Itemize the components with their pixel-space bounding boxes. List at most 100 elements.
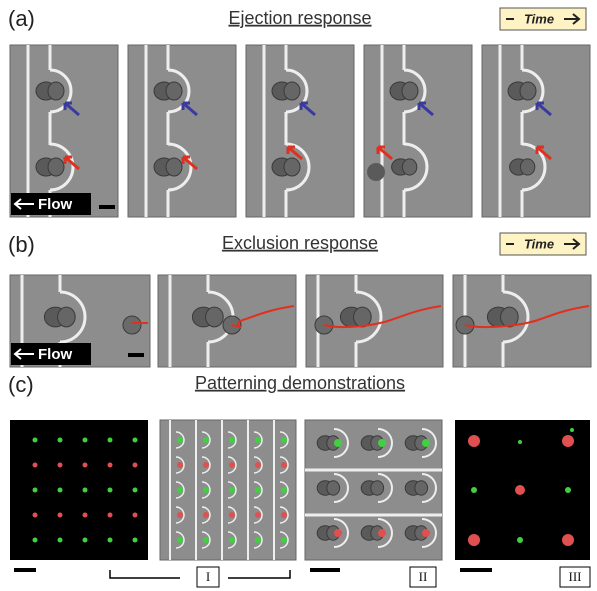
dot — [108, 538, 113, 543]
dot — [203, 437, 209, 443]
dot — [133, 538, 138, 543]
dot — [33, 463, 38, 468]
dot — [229, 462, 235, 468]
dot — [177, 512, 183, 518]
panel-label: (a) — [8, 6, 35, 31]
dot — [33, 538, 38, 543]
dot — [281, 437, 287, 443]
dot — [133, 438, 138, 443]
micrograph — [10, 45, 118, 217]
cell — [402, 82, 418, 100]
dot — [562, 435, 574, 447]
time-label: Time — [524, 236, 554, 251]
cell — [415, 481, 428, 495]
cell — [354, 307, 372, 327]
dot — [422, 439, 430, 447]
scale-bar — [14, 568, 36, 572]
dot — [83, 438, 88, 443]
cell — [402, 159, 416, 175]
dot — [133, 488, 138, 493]
dot — [518, 440, 522, 444]
dot — [177, 487, 183, 493]
dot — [33, 513, 38, 518]
dot — [83, 488, 88, 493]
dot — [83, 538, 88, 543]
micrograph — [482, 45, 590, 217]
dot — [468, 435, 480, 447]
cell — [284, 158, 300, 176]
dot — [33, 438, 38, 443]
dot — [229, 512, 235, 518]
dot — [281, 487, 287, 493]
scale-bar — [460, 568, 492, 572]
time-badge: Time — [500, 233, 586, 255]
marker-label: I — [206, 569, 210, 584]
panel-label: (b) — [8, 232, 35, 257]
cell — [371, 481, 384, 495]
cell — [520, 82, 536, 100]
scale-bar — [128, 353, 144, 357]
dot — [177, 537, 183, 543]
cell — [48, 158, 64, 176]
dot — [565, 487, 571, 493]
scale-bar — [99, 205, 115, 209]
flow-badge: Flow — [11, 193, 91, 215]
dot — [108, 463, 113, 468]
dot — [58, 463, 63, 468]
dot — [334, 439, 342, 447]
ejected-cell — [367, 163, 385, 181]
cell — [166, 158, 182, 176]
dot — [517, 537, 523, 543]
dot — [58, 438, 63, 443]
cell — [284, 82, 300, 100]
dot — [83, 463, 88, 468]
dot — [133, 463, 138, 468]
dot — [255, 537, 261, 543]
dot — [515, 485, 525, 495]
flow-badge: Flow — [11, 343, 91, 365]
dot — [108, 488, 113, 493]
dot — [203, 537, 209, 543]
dot — [281, 462, 287, 468]
dot — [58, 488, 63, 493]
dot — [562, 534, 574, 546]
dot — [334, 529, 342, 537]
time-label: Time — [524, 11, 554, 26]
dot — [229, 487, 235, 493]
figure: (a) Ejection response Time (b) Exclusion… — [0, 0, 597, 591]
cell — [58, 307, 76, 327]
micrograph — [364, 45, 472, 217]
dot — [229, 437, 235, 443]
dot — [203, 462, 209, 468]
panel-title: Exclusion response — [222, 233, 378, 253]
dot — [108, 513, 113, 518]
dot — [203, 512, 209, 518]
flow-label: Flow — [38, 346, 72, 363]
dot — [378, 529, 386, 537]
scale-bar — [310, 568, 340, 572]
dot — [229, 537, 235, 543]
dot — [177, 437, 183, 443]
dot — [570, 428, 574, 432]
panel-label: (c) — [8, 372, 34, 397]
panel-title: Ejection response — [228, 8, 371, 28]
dot — [468, 534, 480, 546]
panel-title: Patterning demonstrations — [195, 373, 405, 393]
cell — [166, 82, 182, 100]
micrograph — [128, 45, 236, 217]
dot — [255, 437, 261, 443]
dot — [58, 513, 63, 518]
dot — [378, 439, 386, 447]
dot — [422, 529, 430, 537]
dot — [108, 438, 113, 443]
marker-label: II — [419, 569, 428, 584]
dot — [255, 487, 261, 493]
cell — [48, 82, 64, 100]
dot — [203, 487, 209, 493]
micrograph — [10, 420, 148, 560]
micrograph — [453, 275, 591, 367]
dot — [83, 513, 88, 518]
marker-label: III — [569, 569, 582, 584]
dot — [471, 487, 477, 493]
dot — [255, 462, 261, 468]
